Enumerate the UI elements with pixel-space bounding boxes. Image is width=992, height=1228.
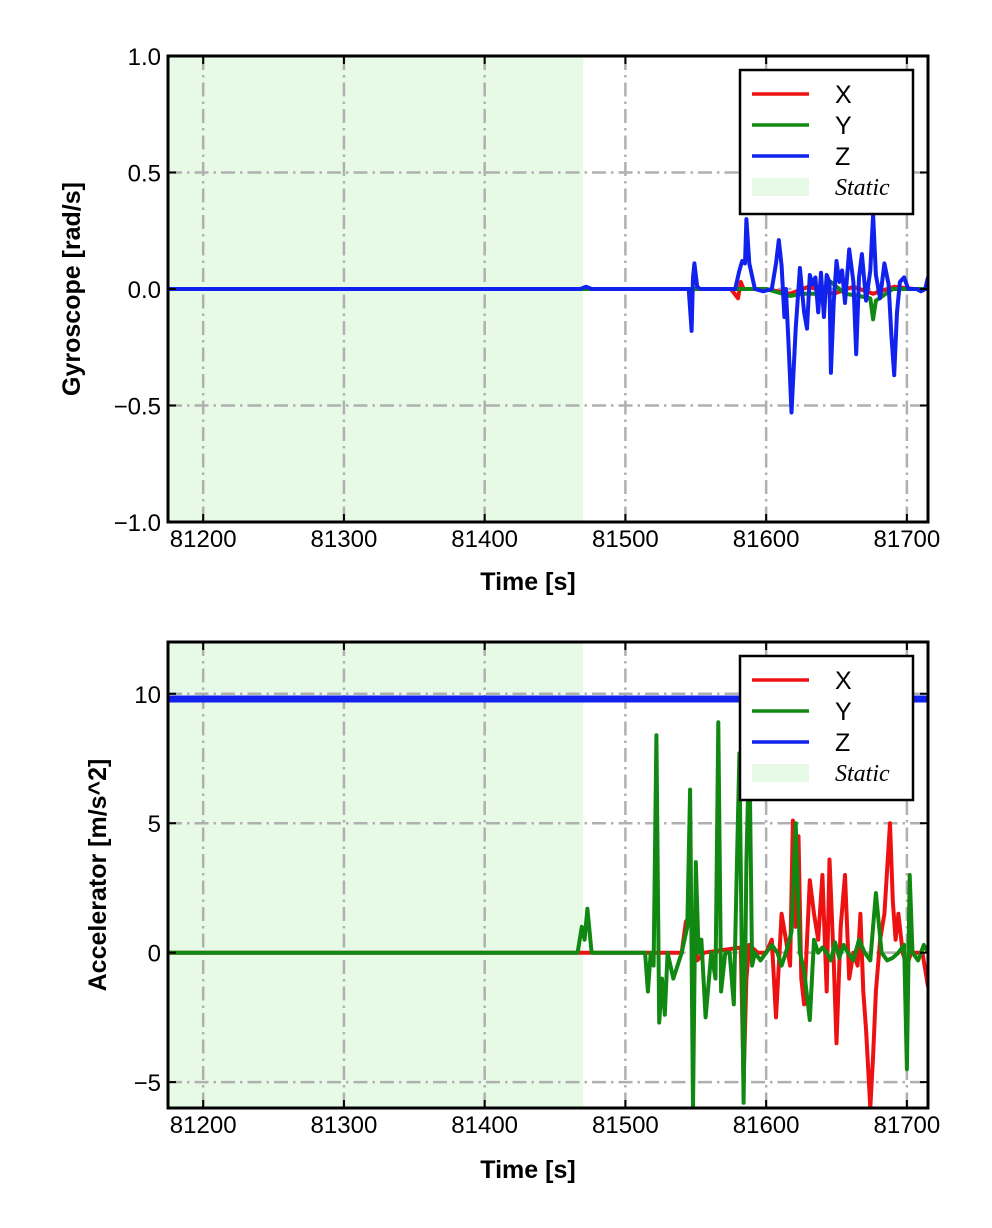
y-tick-label: 10: [134, 682, 161, 709]
y-tick-label: 5: [148, 811, 161, 838]
legend-label-y: Y: [835, 112, 852, 140]
x-tick-label: 81500: [592, 526, 659, 553]
plot-frame: [166, 640, 930, 1110]
accelerometer-chart: 81200 81300 81400 81500 81600 81700 −5 0 5 10 Time…: [84, 640, 941, 1184]
legend-swatch-static: [752, 764, 809, 782]
x-tick-label: 81400: [451, 1112, 518, 1139]
y-tick-label: 0.0: [128, 277, 161, 304]
legend-label-z: Z: [835, 143, 850, 171]
x-tick-label: 81200: [170, 1112, 237, 1139]
y-tick-label: −0.5: [114, 394, 161, 421]
static-region: [168, 642, 584, 1108]
x-tick-label: 81600: [733, 526, 800, 553]
y-tick-label: 1.0: [128, 44, 161, 71]
legend-label-static: Static: [835, 175, 890, 201]
series-line-x: [168, 818, 928, 1108]
x-axis-title: Time [s]: [480, 1156, 575, 1184]
x-tick-label: 81200: [170, 526, 237, 553]
y-tick-label: −1.0: [114, 510, 161, 537]
y-tick-label: 0.5: [128, 161, 161, 188]
series-line-z: [168, 212, 928, 415]
series-group: [168, 212, 928, 415]
x-tick-label: 81300: [311, 526, 378, 553]
series-line-y: [168, 720, 928, 1108]
gyroscope-chart: 81200 81300 81400 81500 81600 81700 −1.0 −0.5 0.…: [58, 44, 940, 596]
x-tick-label: 81700: [874, 1112, 941, 1139]
x-tick-label: 81700: [874, 526, 941, 553]
x-tick-label: 81500: [592, 1112, 659, 1139]
legend-label-y: Y: [835, 698, 852, 726]
y-axis-title: Accelerator [m/s^2]: [84, 759, 112, 992]
y-axis-title: Gyroscope [rad/s]: [58, 182, 86, 396]
legend: XYZ Static: [738, 654, 915, 802]
legend-label-static: Static: [835, 761, 890, 787]
legend-label-x: X: [835, 667, 852, 695]
legend-label-z: Z: [835, 729, 850, 757]
y-tick-label: 0: [148, 941, 161, 968]
legend-label-x: X: [835, 81, 852, 109]
x-axis-title: Time [s]: [480, 568, 575, 596]
x-tick-label: 81300: [311, 1112, 378, 1139]
x-tick-label: 81600: [733, 1112, 800, 1139]
legend-swatch-static: [752, 178, 809, 196]
legend: XYZ Static: [738, 68, 915, 216]
x-tick-label: 81400: [451, 526, 518, 553]
y-tick-label: −5: [134, 1070, 161, 1097]
